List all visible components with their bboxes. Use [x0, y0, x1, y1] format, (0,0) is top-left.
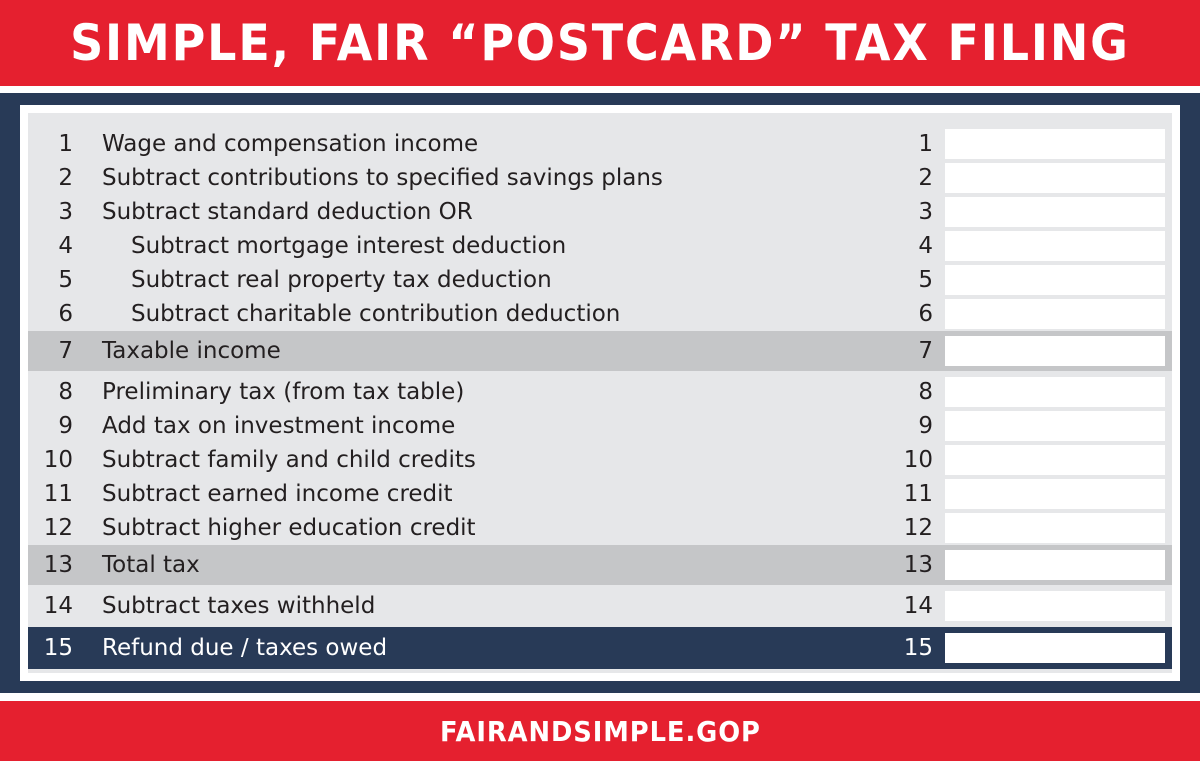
row-label: Taxable income — [102, 338, 281, 364]
form-row-8: 8 Preliminary tax (from tax table) 8 — [28, 375, 1172, 409]
form-row-12: 12 Subtract higher education credit 12 — [28, 511, 1172, 545]
amount-field[interactable] — [945, 411, 1165, 441]
row-number: 6 — [58, 301, 73, 327]
line-number: 3 — [918, 199, 933, 225]
line-number: 11 — [903, 481, 933, 507]
row-number: 7 — [58, 338, 73, 364]
tax-form: 1 Wage and compensation income 1 2 Subtr… — [28, 113, 1172, 673]
line-number: 14 — [903, 593, 933, 619]
amount-field[interactable] — [945, 197, 1165, 227]
amount-field[interactable] — [945, 336, 1165, 366]
header-banner: SIMPLE, FAIR “POSTCARD” TAX FILING — [0, 0, 1200, 86]
line-number: 10 — [903, 447, 933, 473]
form-row-6: 6 Subtract charitable contribution deduc… — [28, 297, 1172, 331]
row-label: Subtract taxes withheld — [102, 593, 376, 619]
amount-field[interactable] — [945, 591, 1165, 621]
form-border: 1 Wage and compensation income 1 2 Subtr… — [20, 105, 1180, 681]
form-frame: 1 Wage and compensation income 1 2 Subtr… — [0, 93, 1200, 693]
amount-field[interactable] — [945, 479, 1165, 509]
form-row-5: 5 Subtract real property tax deduction 5 — [28, 263, 1172, 297]
form-row-1: 1 Wage and compensation income 1 — [28, 127, 1172, 161]
form-row-15: 15 Refund due / taxes owed 15 — [28, 627, 1172, 669]
form-row-13: 13 Total tax 13 — [28, 545, 1172, 585]
row-number: 13 — [43, 552, 73, 578]
line-number: 12 — [903, 515, 933, 541]
line-number: 1 — [918, 131, 933, 157]
line-number: 6 — [918, 301, 933, 327]
row-label: Subtract charitable contribution deducti… — [131, 301, 621, 327]
row-label: Subtract real property tax deduction — [131, 267, 552, 293]
line-number: 5 — [918, 267, 933, 293]
amount-field[interactable] — [945, 513, 1165, 543]
row-label: Subtract family and child credits — [102, 447, 476, 473]
row-number: 2 — [58, 165, 73, 191]
row-label: Subtract contributions to specified savi… — [102, 165, 663, 191]
row-number: 12 — [43, 515, 73, 541]
form-row-3: 3 Subtract standard deduction OR 3 — [28, 195, 1172, 229]
row-number: 5 — [58, 267, 73, 293]
row-number: 9 — [58, 413, 73, 439]
footer-banner: FAIRANDSIMPLE.GOP — [0, 701, 1200, 761]
row-label: Subtract earned income credit — [102, 481, 453, 507]
line-number: 8 — [918, 379, 933, 405]
line-number: 4 — [918, 233, 933, 259]
row-number: 14 — [43, 593, 73, 619]
form-row-4: 4 Subtract mortgage interest deduction 4 — [28, 229, 1172, 263]
row-number: 4 — [58, 233, 73, 259]
line-number: 7 — [918, 338, 933, 364]
row-number: 10 — [43, 447, 73, 473]
amount-field[interactable] — [945, 129, 1165, 159]
line-number: 9 — [918, 413, 933, 439]
amount-field[interactable] — [945, 445, 1165, 475]
form-row-9: 9 Add tax on investment income 9 — [28, 409, 1172, 443]
website-url: FAIRANDSIMPLE.GOP — [439, 714, 761, 748]
amount-field[interactable] — [945, 633, 1165, 663]
row-label: Subtract mortgage interest deduction — [131, 233, 567, 259]
form-row-14: 14 Subtract taxes withheld 14 — [28, 589, 1172, 623]
line-number: 13 — [903, 552, 933, 578]
amount-field[interactable] — [945, 299, 1165, 329]
form-row-2: 2 Subtract contributions to specified sa… — [28, 161, 1172, 195]
form-row-7: 7 Taxable income 7 — [28, 331, 1172, 371]
page-title: SIMPLE, FAIR “POSTCARD” TAX FILING — [70, 14, 1130, 72]
row-number: 11 — [43, 481, 73, 507]
row-label: Subtract higher education credit — [102, 515, 476, 541]
row-label: Subtract standard deduction OR — [102, 199, 473, 225]
row-label: Wage and compensation income — [102, 131, 479, 157]
line-number: 2 — [918, 165, 933, 191]
amount-field[interactable] — [945, 550, 1165, 580]
form-row-11: 11 Subtract earned income credit 11 — [28, 477, 1172, 511]
row-label: Preliminary tax (from tax table) — [102, 379, 465, 405]
row-label: Add tax on investment income — [102, 413, 456, 439]
row-label: Total tax — [102, 552, 200, 578]
row-number: 1 — [58, 131, 73, 157]
line-number: 15 — [903, 635, 933, 661]
amount-field[interactable] — [945, 265, 1165, 295]
amount-field[interactable] — [945, 163, 1165, 193]
row-label: Refund due / taxes owed — [102, 635, 388, 661]
row-number: 15 — [43, 635, 73, 661]
row-number: 3 — [58, 199, 73, 225]
row-number: 8 — [58, 379, 73, 405]
form-row-10: 10 Subtract family and child credits 10 — [28, 443, 1172, 477]
amount-field[interactable] — [945, 377, 1165, 407]
amount-field[interactable] — [945, 231, 1165, 261]
